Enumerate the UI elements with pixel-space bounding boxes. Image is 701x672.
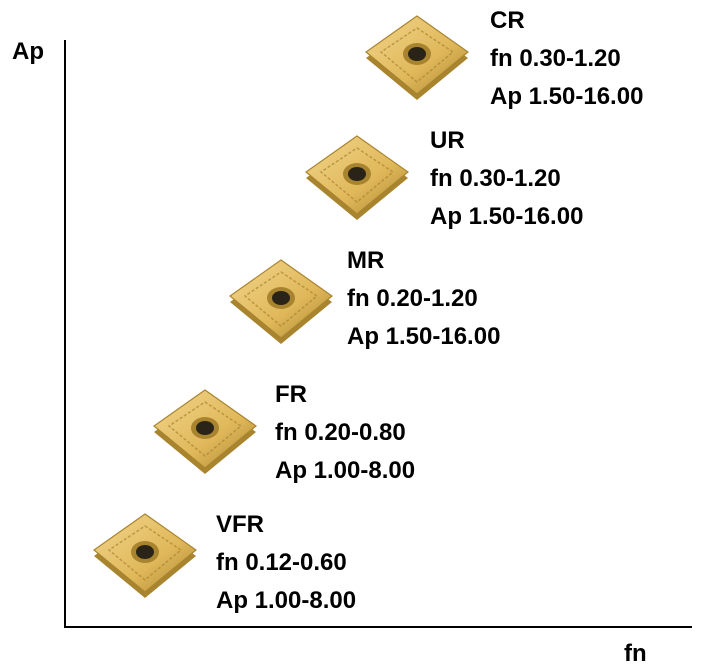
- grade-label-vfr: VFR fn 0.12-0.60 Ap 1.00-8.00: [216, 506, 356, 620]
- feed-range: fn 0.12-0.60: [216, 549, 347, 576]
- x-axis-line: [64, 626, 692, 628]
- y-axis-line: [64, 40, 66, 628]
- depth-range: Ap 1.00-8.00: [216, 587, 357, 614]
- x-axis-label: fn: [624, 640, 647, 667]
- y-axis-label: Ap: [12, 38, 44, 65]
- grade-label-fr: FR fn 0.20-0.80 Ap 1.00-8.00: [275, 376, 415, 490]
- insert-drawing: [153, 389, 257, 474]
- grade-name: CR: [490, 7, 525, 34]
- grade-label-mr: MR fn 0.20-1.20 Ap 1.50-16.00: [347, 242, 500, 356]
- insert-drawing: [305, 135, 409, 220]
- fr-insert-icon: [150, 386, 260, 478]
- vfr-insert-icon: [90, 510, 200, 602]
- insert-drawing: [365, 15, 469, 100]
- grade-name: UR: [430, 127, 465, 154]
- cr-insert-icon: [362, 12, 472, 104]
- ur-insert-icon: [302, 132, 412, 224]
- feed-range: fn 0.20-1.20: [347, 285, 478, 312]
- mr-insert-icon: [226, 256, 336, 348]
- depth-range: Ap 1.50-16.00: [490, 83, 644, 110]
- feed-range: fn 0.30-1.20: [490, 45, 621, 72]
- depth-range: Ap 1.00-8.00: [275, 457, 416, 484]
- insert-drawing: [93, 513, 197, 598]
- feed-range: fn 0.30-1.20: [430, 165, 561, 192]
- depth-range: Ap 1.50-16.00: [347, 323, 501, 350]
- grade-name: FR: [275, 381, 307, 408]
- grade-name: VFR: [216, 511, 264, 538]
- insert-drawing: [229, 259, 333, 344]
- grade-label-ur: UR fn 0.30-1.20 Ap 1.50-16.00: [430, 122, 583, 236]
- grade-name: MR: [347, 247, 385, 274]
- depth-range: Ap 1.50-16.00: [430, 203, 584, 230]
- grade-label-cr: CR fn 0.30-1.20 Ap 1.50-16.00: [490, 2, 643, 116]
- feed-range: fn 0.20-0.80: [275, 419, 406, 446]
